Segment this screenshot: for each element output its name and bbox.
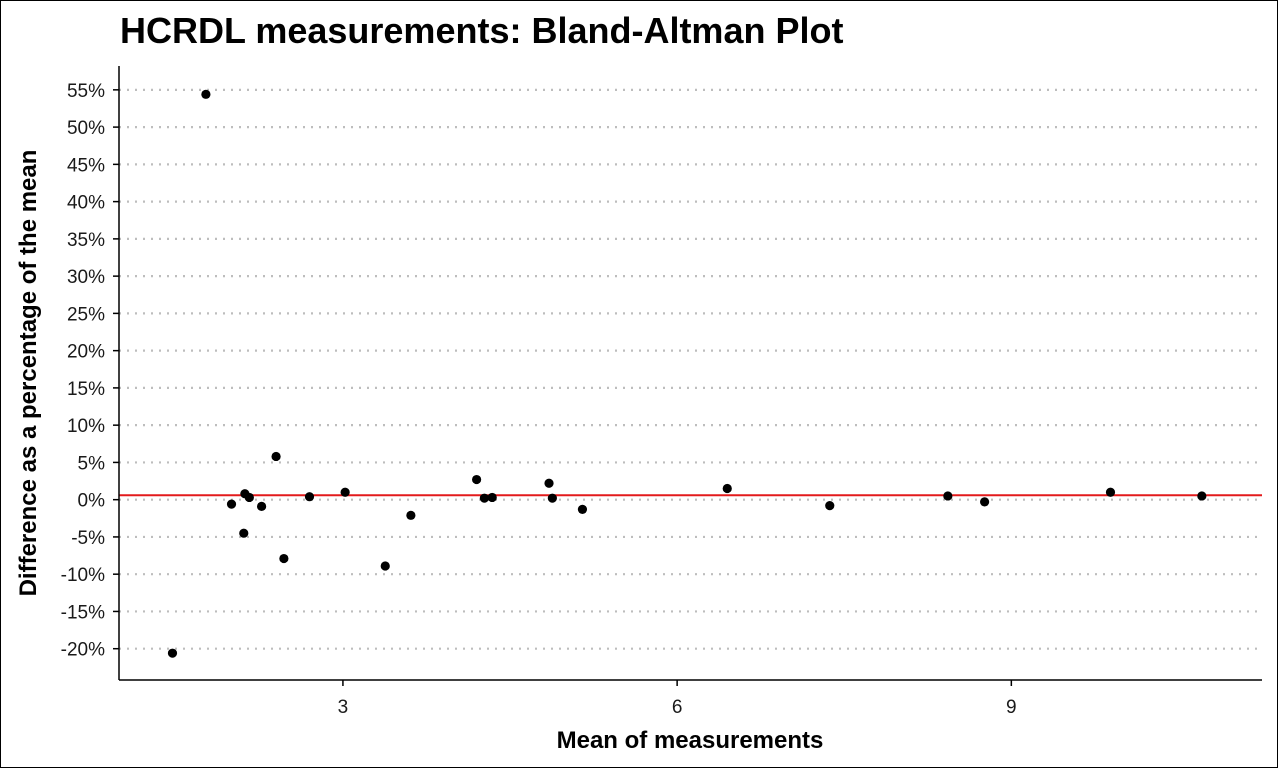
data-point [980,497,990,507]
data-point [304,492,315,502]
y-tick-label: 45% [67,155,105,176]
data-point [544,478,554,488]
data-point [1197,491,1207,501]
data-point [577,504,588,514]
data-point [279,553,289,564]
y-tick-label: 35% [67,230,105,251]
y-axis-label: Difference as a percentage of the mean [15,150,42,597]
y-tick-label: 15% [67,379,105,400]
x-tick-label: 9 [1006,697,1017,718]
x-tick-label: 6 [672,697,683,718]
data-point [239,528,249,538]
y-tick-label: 25% [67,304,105,325]
y-tick-label: 30% [67,267,105,288]
data-point [256,501,267,511]
chart-title: HCRDL measurements: Bland-Altman Plot [120,10,844,51]
data-point [943,491,953,501]
data-point [722,483,732,494]
data-point [244,492,254,503]
grid-lines [119,88,1262,650]
data-point [380,561,390,571]
y-tick-label: 10% [67,416,105,437]
y-axis-ticks: -20% -15% -10% -5% 0% 5% 10% 15% 20% 25% 30% 35% 40%… [61,81,119,661]
y-tick-label: 55% [67,81,105,102]
data-point [271,451,281,462]
y-tick-label: -15% [61,602,105,623]
data-point [479,493,490,503]
y-tick-label: -10% [61,565,105,586]
data-point [340,487,350,497]
data-point [167,648,178,658]
y-tick-label: -5% [71,528,105,549]
data-point [406,510,416,520]
x-tick-label: 3 [338,697,349,718]
data-point [226,499,237,509]
y-tick-label: 50% [67,118,105,139]
x-axis-label: Mean of measurements [557,727,824,754]
data-points [167,89,1207,658]
x-axis-ticks: 3 6 9 [338,680,1017,718]
data-point [1105,487,1116,497]
y-tick-label: -20% [61,640,105,661]
data-point [472,474,482,485]
y-tick-label: 20% [67,342,105,363]
data-point [201,89,211,99]
data-point [487,492,497,503]
data-point [825,501,835,511]
data-point [547,493,557,503]
y-tick-label: 5% [78,453,106,474]
y-tick-label: 40% [67,193,105,214]
y-tick-label: 0% [78,491,106,512]
